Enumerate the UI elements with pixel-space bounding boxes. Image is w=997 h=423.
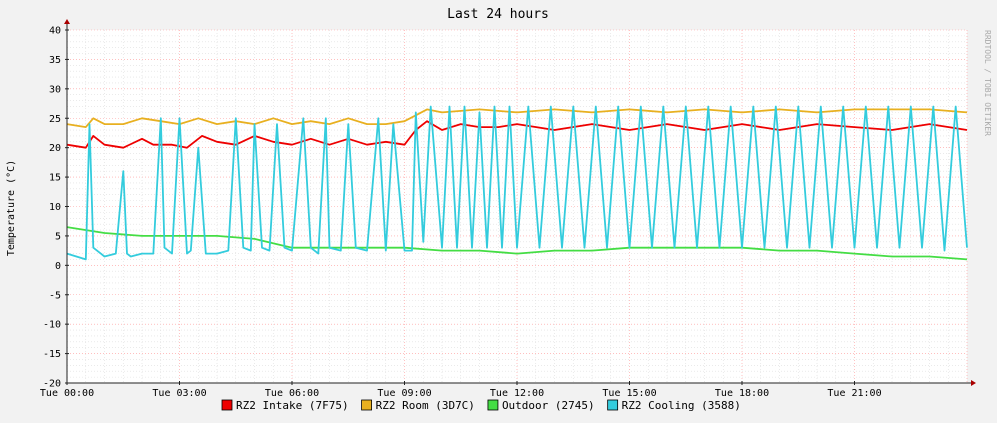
y-tick-label: -10 — [43, 320, 61, 331]
y-axis-label: Temperature (°C) — [6, 160, 17, 256]
y-tick-label: 10 — [49, 202, 61, 213]
legend-label-3: RZ2 Cooling (3588) — [622, 399, 741, 412]
x-tick-label: Tue 09:00 — [377, 388, 431, 399]
y-tick-label: -5 — [49, 290, 61, 301]
y-tick-label: 5 — [55, 231, 61, 242]
y-tick-label: 25 — [49, 114, 61, 125]
x-axis-arrow — [971, 380, 976, 386]
legend-label-1: RZ2 Room (3D7C) — [376, 399, 475, 412]
y-tick-label: 35 — [49, 55, 61, 66]
legend-swatch-2 — [487, 399, 499, 411]
chart-title: Last 24 hours — [447, 7, 549, 22]
legend-swatch-3 — [607, 399, 619, 411]
x-tick-label: Tue 15:00 — [602, 388, 656, 399]
y-tick-label: -20 — [43, 379, 61, 390]
series-layer — [66, 105, 968, 261]
legend-label-2: Outdoor (2745) — [502, 399, 595, 412]
legend-swatch-1 — [361, 399, 372, 411]
x-tick-label: Tue 03:00 — [152, 388, 206, 399]
legend-label-0: RZ2 Intake (7F75) — [236, 399, 349, 412]
rrdtool-watermark: RRDTOOL / TOBI OETIKER — [983, 30, 992, 136]
legend-swatch-0 — [221, 399, 233, 411]
series-line-2 — [66, 226, 968, 261]
y-tick-label: 15 — [49, 173, 61, 184]
x-tick-label: Tue 06:00 — [265, 388, 319, 399]
y-axis-arrow — [64, 19, 70, 24]
x-tick-label: Tue 18:00 — [715, 388, 769, 399]
x-tick-label: Tue 21:00 — [827, 388, 881, 399]
series-line-3 — [66, 105, 968, 261]
x-tick-label: Tue 12:00 — [490, 388, 544, 399]
y-tick-label: 20 — [49, 143, 61, 154]
legend: RZ2 Intake (7F75) RZ2 Room (3D7C) Outdoor … — [221, 399, 741, 412]
y-tick-label: 40 — [49, 26, 61, 37]
y-tick-label: 0 — [55, 261, 61, 272]
y-tick-label: 30 — [49, 84, 61, 95]
x-tick-label: Tue 00:00 — [40, 388, 94, 399]
y-tick-label: -15 — [43, 349, 61, 360]
